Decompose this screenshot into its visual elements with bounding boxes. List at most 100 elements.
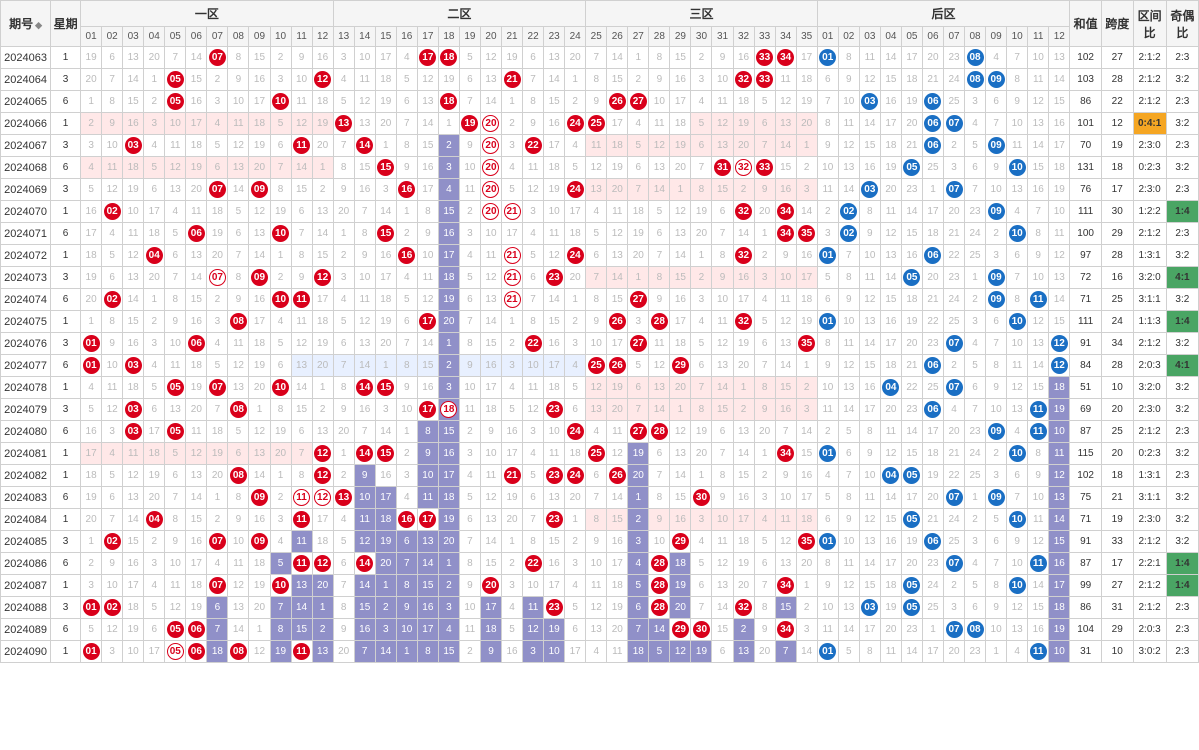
- front-cell: 16: [438, 443, 459, 465]
- zone-ratio-cell: 2:1:2: [1133, 47, 1166, 69]
- front-cell: 16: [544, 113, 565, 135]
- front-cell: 20: [438, 311, 459, 333]
- sum-cell: 86: [1070, 91, 1102, 113]
- front-cell: 2: [628, 509, 649, 531]
- front-cell: 5: [523, 245, 544, 267]
- back-cell: 24: [922, 575, 943, 597]
- back-cell: 3: [965, 311, 986, 333]
- red-ball: 23: [546, 401, 563, 418]
- front-cell: 19: [438, 69, 459, 91]
- front-cell: 18: [670, 113, 691, 135]
- header-cell: 31: [712, 27, 733, 47]
- back-cell: 23: [965, 421, 986, 443]
- front-cell: 8: [333, 597, 354, 619]
- front-cell: 20: [81, 289, 102, 311]
- header-cell: 10: [270, 27, 291, 47]
- back-cell: 13: [1007, 399, 1028, 421]
- front-cell: 20: [144, 267, 165, 289]
- back-cell: 18: [1049, 157, 1070, 179]
- header-cell: 18: [438, 27, 459, 47]
- front-cell: 7: [102, 509, 123, 531]
- front-cell: 1: [502, 531, 523, 553]
- front-cell: 1: [207, 487, 228, 509]
- front-cell: 14: [228, 619, 249, 641]
- blue-ball: 07: [946, 181, 963, 198]
- front-cell: 7: [291, 223, 312, 245]
- red-ball: 13: [335, 489, 352, 506]
- front-cell: 1: [375, 575, 396, 597]
- front-cell: 18: [670, 553, 691, 575]
- front-cell: 1: [144, 289, 165, 311]
- red-ball: 34: [777, 621, 794, 638]
- front-cell: 17: [375, 267, 396, 289]
- front-cell: 4: [691, 531, 712, 553]
- front-cell: 3: [375, 619, 396, 641]
- red-ball: 34: [777, 577, 794, 594]
- front-cell: 07: [207, 377, 228, 399]
- blue-ball: 06: [924, 137, 941, 154]
- back-cell: 11: [1028, 509, 1049, 531]
- front-cell: 1: [691, 245, 712, 267]
- front-cell: 3: [438, 377, 459, 399]
- header-cell: 08: [228, 27, 249, 47]
- front-cell: 7: [333, 575, 354, 597]
- front-cell: 11: [459, 619, 480, 641]
- data-row: 2024072118512046132071418152916161017411…: [1, 245, 1199, 267]
- data-row: 2024084120714048152916311174111816171961…: [1, 509, 1199, 531]
- front-cell: 15: [186, 69, 207, 91]
- front-cell: 3: [523, 641, 544, 663]
- back-cell: 9: [817, 135, 838, 157]
- red-ball: 25: [588, 445, 605, 462]
- period-cell: 2024065: [1, 91, 51, 113]
- front-cell: 20: [186, 179, 207, 201]
- header-cell: 10: [1007, 27, 1028, 47]
- back-cell: 12: [1007, 597, 1028, 619]
- back-cell: 22: [944, 465, 965, 487]
- front-cell: 30: [691, 619, 712, 641]
- back-cell: 5: [838, 421, 859, 443]
- front-cell: 3: [333, 47, 354, 69]
- front-cell: 11: [291, 553, 312, 575]
- front-cell: 9: [396, 597, 417, 619]
- red-ball: 11: [293, 511, 310, 528]
- span-cell: 16: [1101, 267, 1133, 289]
- front-cell: 8: [291, 245, 312, 267]
- back-cell: 7: [986, 553, 1007, 575]
- back-cell: 4: [965, 553, 986, 575]
- front-cell: 20: [333, 201, 354, 223]
- front-cell: 10: [270, 575, 291, 597]
- data-row: 2024074620021418152916101117411185121961…: [1, 289, 1199, 311]
- front-cell: 20: [480, 135, 501, 157]
- header-cell: 三区: [586, 1, 818, 27]
- back-cell: 13: [1049, 487, 1070, 509]
- back-cell: 17: [922, 201, 943, 223]
- back-cell: 4: [965, 333, 986, 355]
- front-cell: 4: [691, 311, 712, 333]
- back-cell: 11: [817, 399, 838, 421]
- front-cell: 14: [123, 509, 144, 531]
- back-cell: 09: [986, 289, 1007, 311]
- blue-ball: 07: [946, 115, 963, 132]
- blue-ball: 08: [967, 621, 984, 638]
- back-cell: 8: [859, 421, 880, 443]
- back-cell: 10: [1007, 333, 1028, 355]
- front-cell: 12: [291, 333, 312, 355]
- front-cell: 4: [691, 91, 712, 113]
- front-cell: 4: [438, 179, 459, 201]
- red-ball: 03: [125, 357, 142, 374]
- front-cell: 12: [586, 157, 607, 179]
- zone-ratio-cell: 3:1:1: [1133, 487, 1166, 509]
- back-cell: 8: [838, 487, 859, 509]
- sum-cell: 31: [1070, 641, 1102, 663]
- back-cell: 11: [880, 201, 901, 223]
- front-cell: 7: [165, 47, 186, 69]
- front-cell: 18: [123, 157, 144, 179]
- front-cell: 13: [417, 531, 438, 553]
- ring-ball: 21: [504, 247, 521, 264]
- red-ball: 21: [504, 71, 521, 88]
- span-cell: 10: [1101, 377, 1133, 399]
- front-cell: 17: [123, 575, 144, 597]
- front-cell: 3: [333, 267, 354, 289]
- back-cell: 9: [838, 509, 859, 531]
- blue-ball: 09: [988, 423, 1005, 440]
